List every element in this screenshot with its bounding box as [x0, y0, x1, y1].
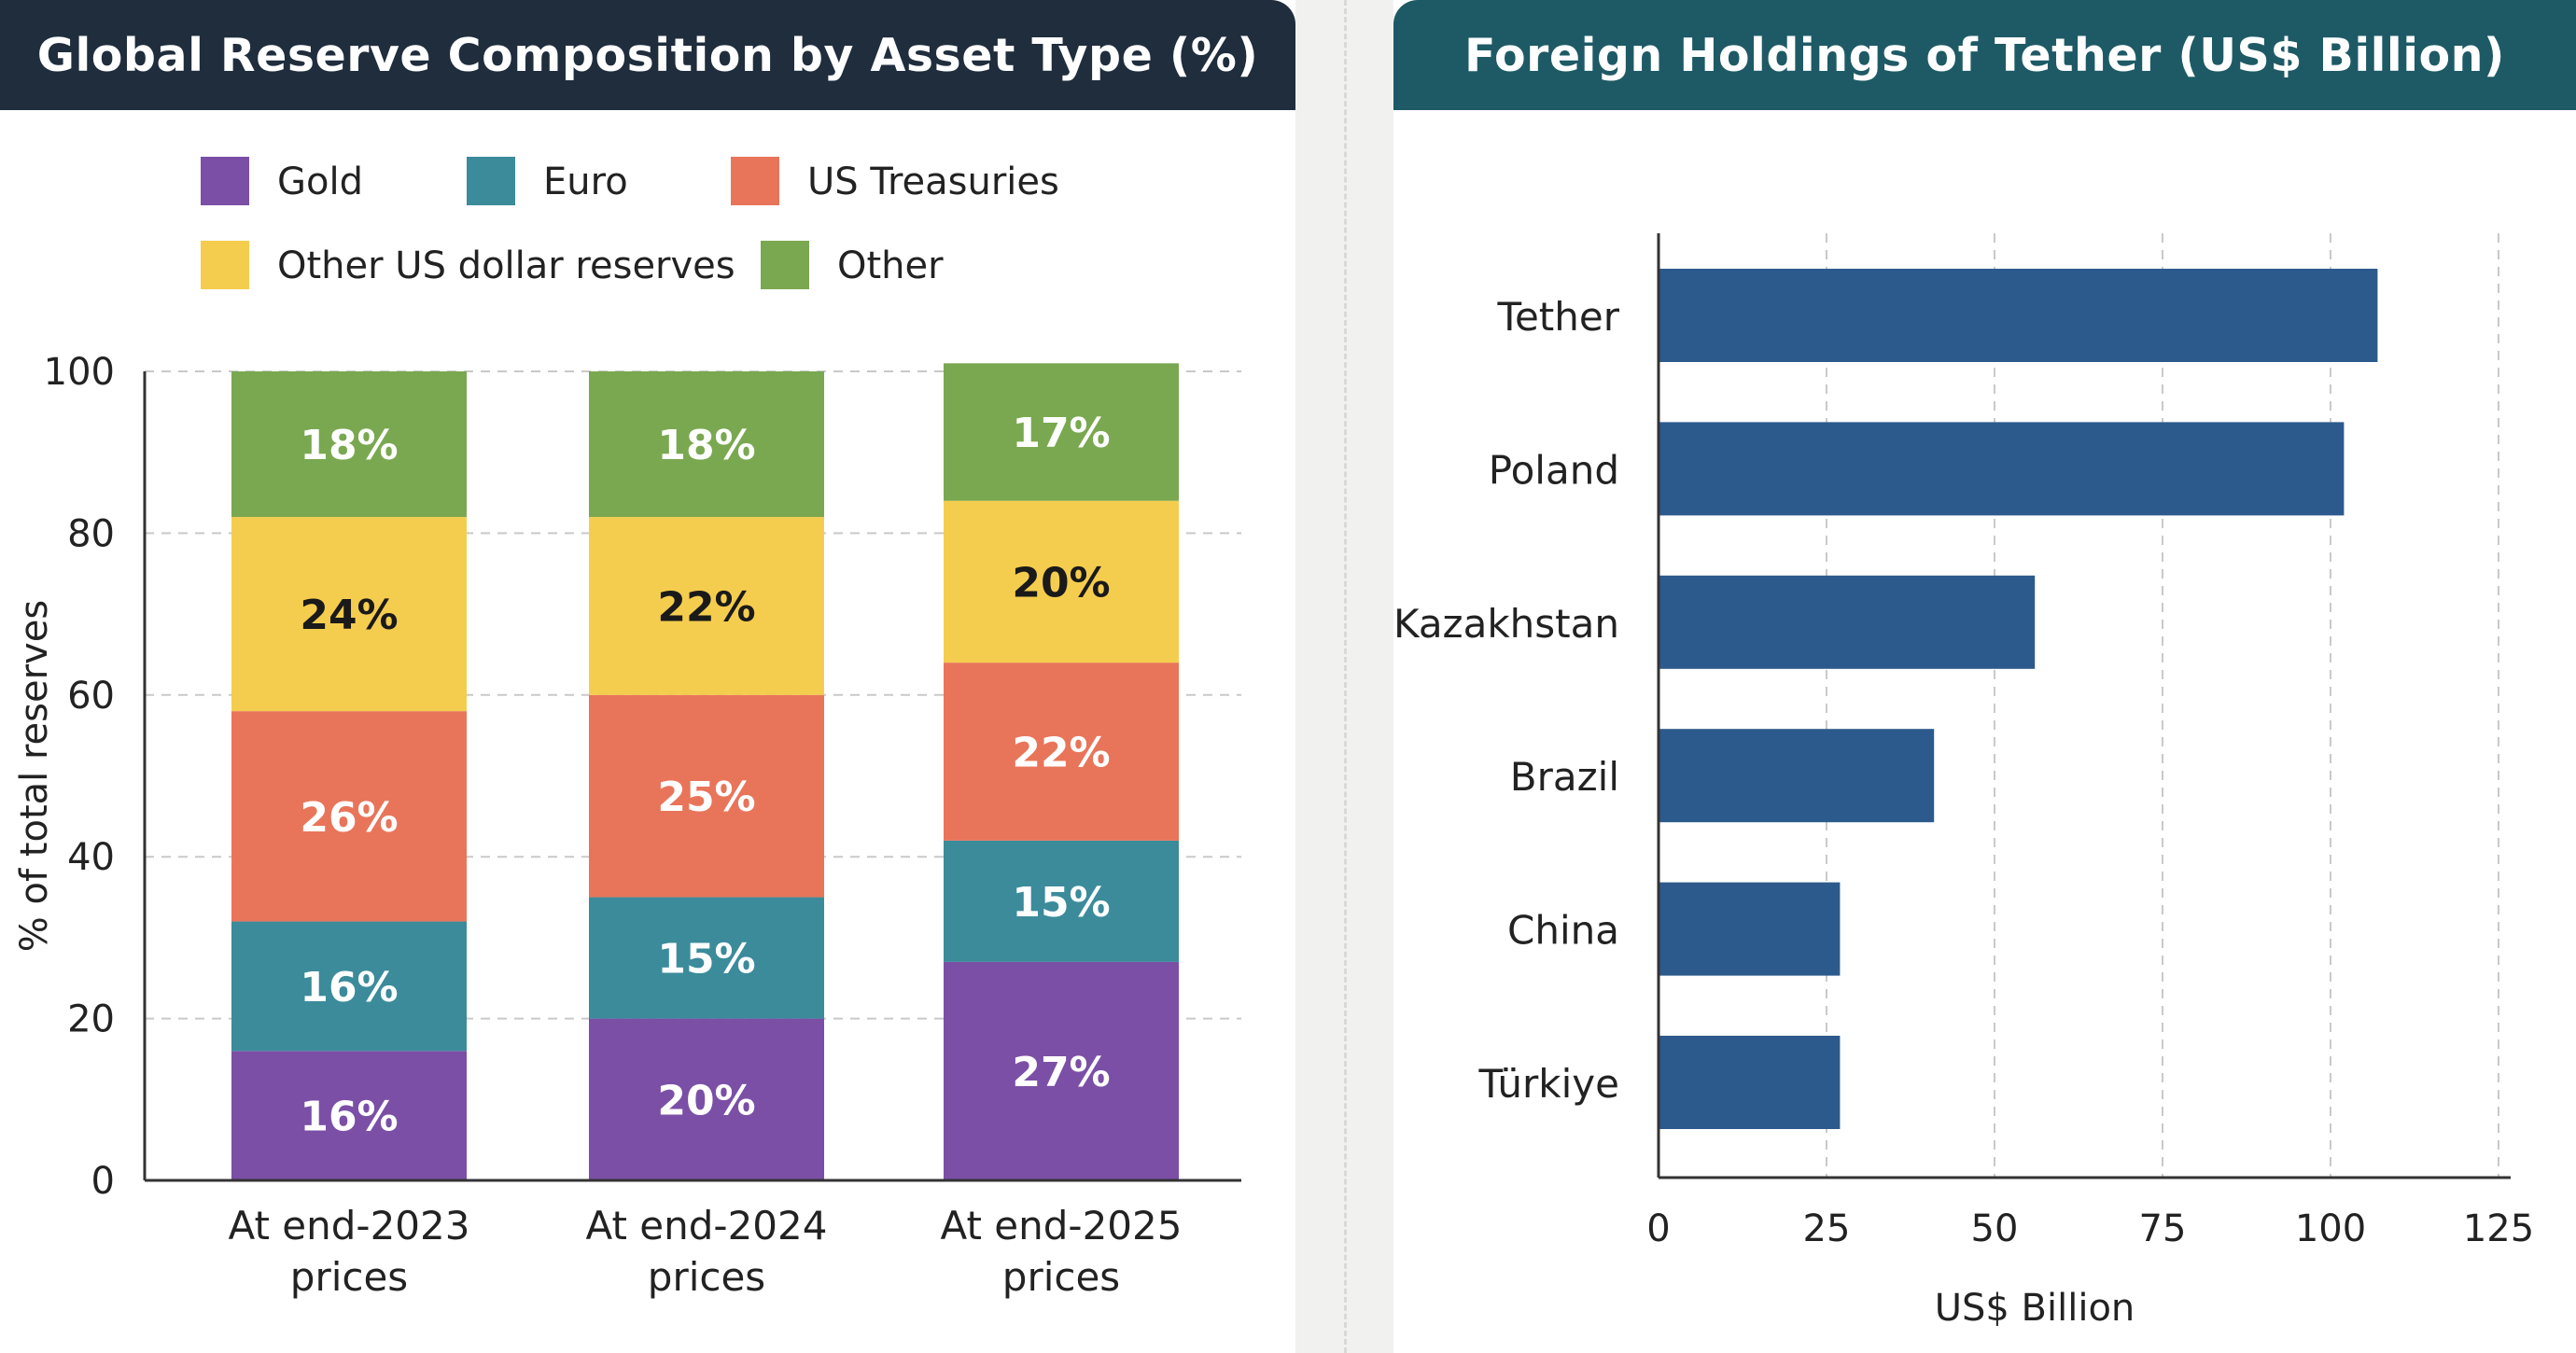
- right-chart-panel: Foreign Holdings of Tether (US$ Billion): [1393, 0, 2576, 1353]
- bar-brazil: [1659, 729, 1935, 823]
- left-chart-title: Global Reserve Composition by Asset Type…: [0, 0, 1295, 110]
- bar-segment-label: 20%: [1012, 559, 1110, 607]
- x-category-labels: At end-2023 prices At end-2024 prices At end…: [229, 1203, 1183, 1300]
- bar-segment-label: 27%: [1012, 1049, 1110, 1096]
- bar-segment-other-us-dollar-reserves: [589, 517, 824, 695]
- legend-label-us-treasuries: US Treasuries: [807, 160, 1059, 203]
- bar-segment-label: 22%: [1012, 729, 1110, 776]
- legend-swatch-gold: [201, 157, 249, 205]
- x-category-label: prices: [1002, 1254, 1120, 1300]
- y-axis-label: % of total reserves: [13, 600, 56, 952]
- x-category-label: At end-2025: [941, 1203, 1183, 1248]
- legend-label-other: Other: [837, 244, 944, 287]
- bar-segment-label: 16%: [300, 964, 398, 1011]
- y-category-labels: Tether Poland Kazakhstan Brazil China Türkiye: [1393, 294, 1620, 1107]
- y-category-label: Tether: [1496, 294, 1619, 340]
- bar-segment-label: 18%: [300, 422, 398, 469]
- bar-segment-gold: [589, 1018, 824, 1180]
- stacked-bar-chart: Gold Euro US Treasuries Other US dollar res…: [13, 157, 1241, 1300]
- y-tick-label: 40: [67, 836, 115, 879]
- x-tick-label: 25: [1803, 1207, 1851, 1250]
- bar-segment-other: [231, 371, 467, 518]
- bar-kazakhstan: [1659, 575, 2036, 669]
- bar-segment-label: 16%: [300, 1094, 398, 1141]
- bar-segment-us-treasuries: [231, 711, 467, 922]
- bar-segment-euro: [589, 897, 824, 1019]
- x-tick-labels: 0 25 50 75 100 125: [1646, 1207, 2534, 1250]
- bar-segment-label: 22%: [657, 583, 755, 631]
- bar-segment-label: 15%: [1012, 879, 1110, 927]
- x-category-label: prices: [290, 1254, 408, 1300]
- x-tick-label: 50: [1971, 1207, 2019, 1250]
- y-tick-label: 80: [67, 512, 115, 555]
- y-tick-label: 0: [91, 1160, 115, 1203]
- x-tick-label: 125: [2463, 1207, 2534, 1250]
- y-category-label: China: [1507, 908, 1619, 954]
- bar-segment-label: 20%: [657, 1077, 755, 1124]
- bar-segment-gold: [231, 1051, 467, 1180]
- right-chart-title: Foreign Holdings of Tether (US$ Billion): [1393, 0, 2576, 110]
- bar-segment-us-treasuries: [944, 663, 1179, 841]
- legend-label-gold: Gold: [277, 160, 363, 203]
- y-category-label: Kazakhstan: [1393, 601, 1619, 647]
- bar-segment-label: 26%: [300, 794, 398, 842]
- legend-swatch-us-treasuries: [731, 157, 779, 205]
- legend-swatch-euro: [467, 157, 515, 205]
- legend-swatch-other: [761, 241, 809, 289]
- y-tick-labels: 0 20 40 60 80 100: [44, 351, 115, 1203]
- y-tick-label: 20: [67, 998, 115, 1041]
- bars: [1659, 269, 2378, 1129]
- bar-segment-euro: [944, 840, 1179, 962]
- x-category-label: prices: [648, 1254, 765, 1300]
- y-category-label: Brazil: [1510, 754, 1619, 800]
- axes: [143, 371, 1241, 1182]
- axes: [1657, 233, 2511, 1179]
- y-tick-label: 100: [44, 351, 115, 394]
- bar-stacks: 16% 16% 26% 24% 18% 20% 15% 25% 22% 18% 27% 15% 22% 2…: [231, 363, 1179, 1180]
- bar-poland: [1659, 422, 2345, 516]
- x-tick-label: 75: [2139, 1207, 2187, 1250]
- bar-segment-gold: [944, 961, 1179, 1180]
- x-tick-label: 100: [2295, 1207, 2366, 1250]
- bar-tether: [1659, 269, 2378, 362]
- x-category-label: At end-2024: [586, 1203, 828, 1248]
- bar-segment-us-treasuries: [589, 694, 824, 898]
- legend-swatch-other-us-dollar-reserves: [201, 241, 249, 289]
- panel-divider: [1344, 0, 1347, 1353]
- bar-segment-label: 24%: [300, 592, 398, 639]
- y-category-label: Poland: [1489, 447, 1619, 493]
- bar-segment-label: 18%: [657, 422, 755, 469]
- chart-legend: Gold Euro US Treasuries Other US dollar res…: [201, 157, 1059, 289]
- y-tick-label: 60: [67, 675, 115, 718]
- x-tick-label: 0: [1646, 1207, 1670, 1250]
- x-category-label: At end-2023: [229, 1203, 470, 1248]
- bar-segment-other-us-dollar-reserves: [944, 500, 1179, 663]
- bar-segment-other: [589, 371, 824, 518]
- x-axis-label: US$ Billion: [1935, 1287, 2135, 1330]
- bar-segment-other: [944, 363, 1179, 501]
- bar-segment-other-us-dollar-reserves: [231, 517, 467, 712]
- bar-china: [1659, 882, 1841, 976]
- bar-segment-euro: [231, 921, 467, 1052]
- x-gridlines: [1826, 233, 2499, 1178]
- bar-t-rkiye: [1659, 1036, 1841, 1129]
- bar-segment-label: 15%: [657, 936, 755, 983]
- y-category-label: Türkiye: [1478, 1061, 1619, 1107]
- bar-segment-label: 17%: [1012, 410, 1110, 457]
- bar-segment-label: 25%: [657, 774, 755, 821]
- legend-label-other-us-dollar-reserves: Other US dollar reserves: [277, 244, 735, 287]
- legend-label-euro: Euro: [543, 160, 628, 203]
